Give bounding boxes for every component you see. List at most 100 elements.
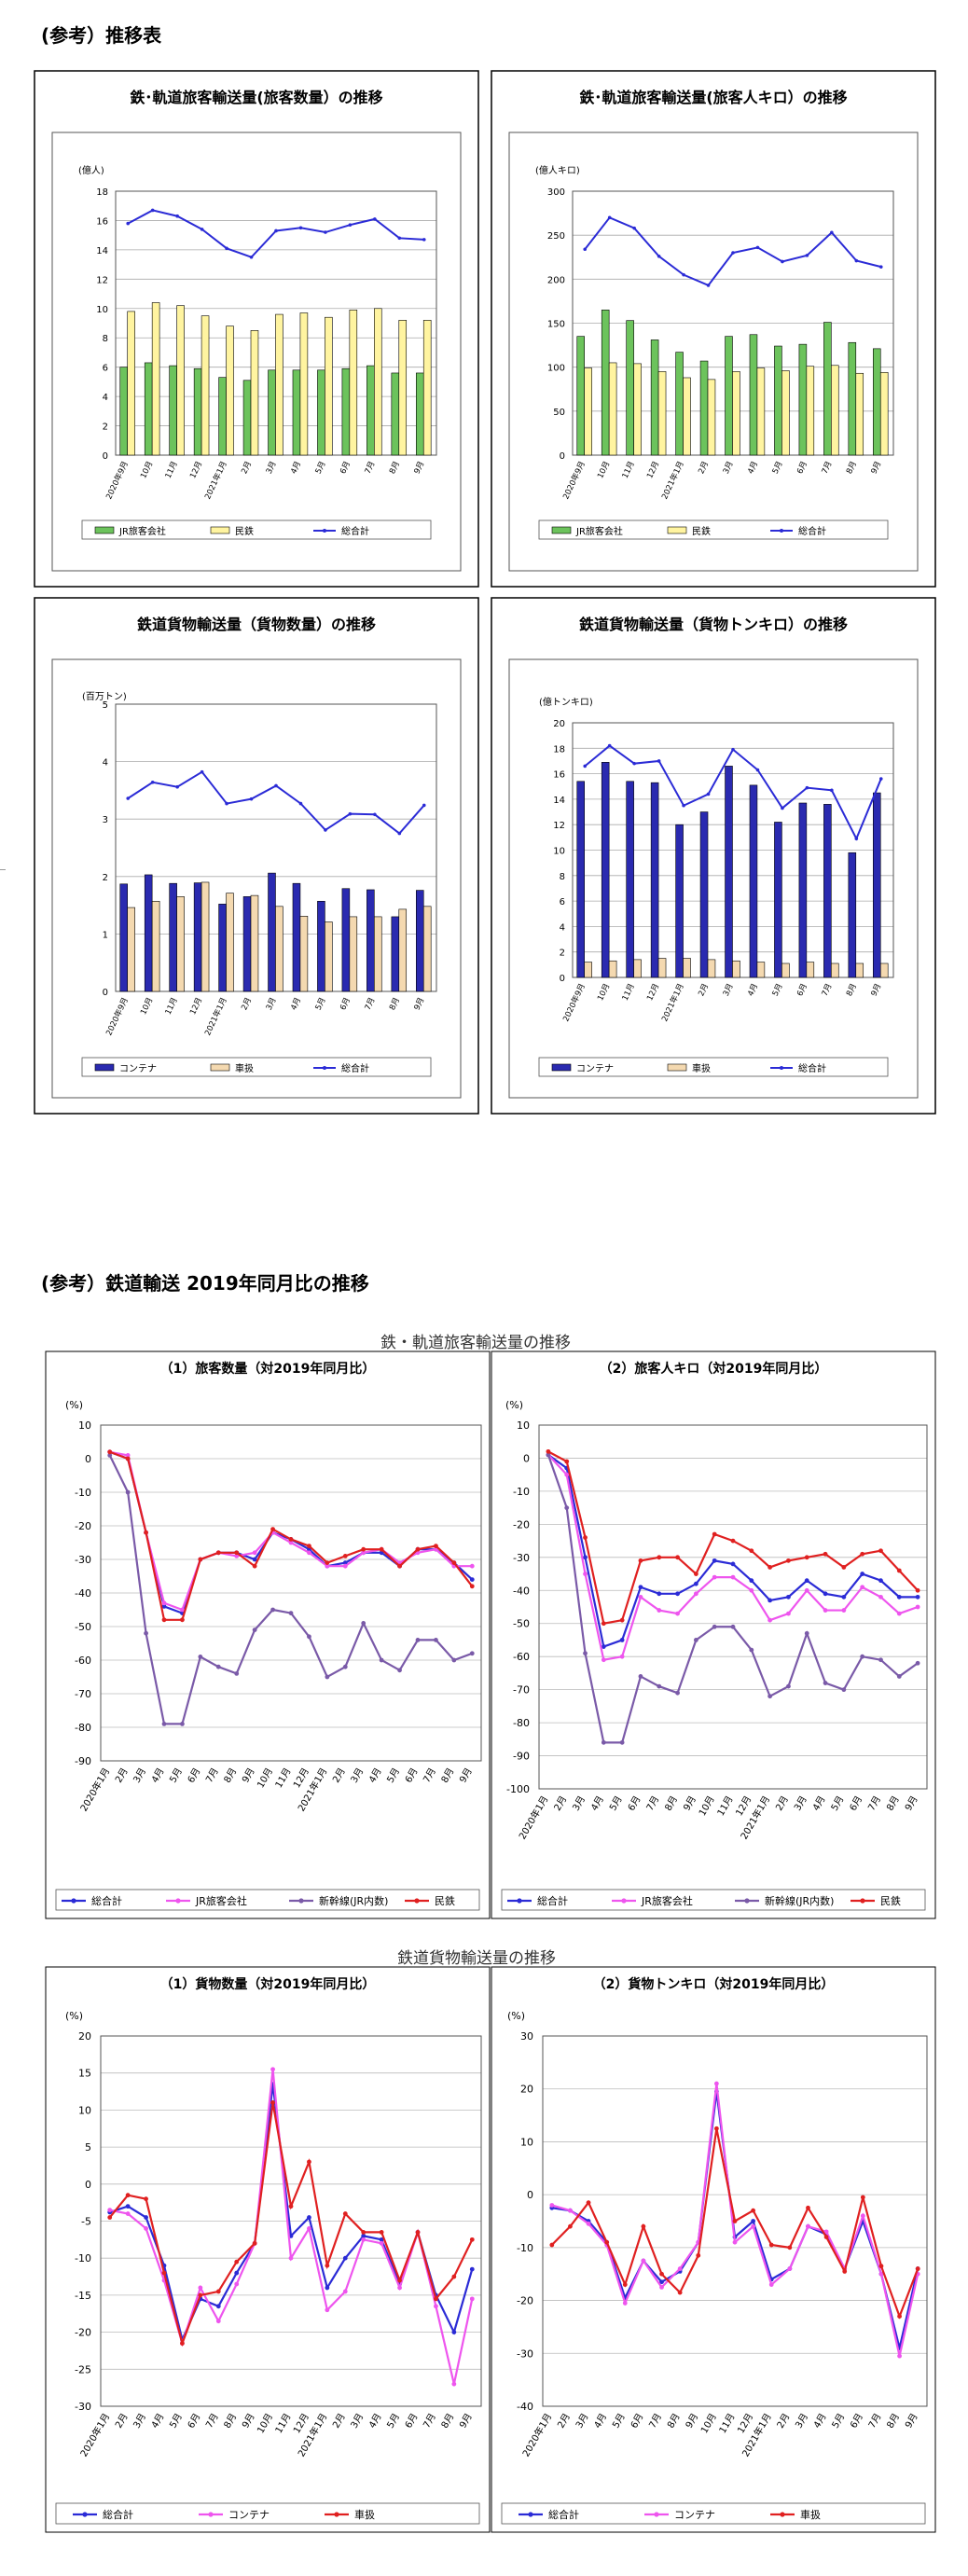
legend-label: JR旅客会社: [195, 1894, 247, 1907]
point-JR旅客会社: [619, 1654, 625, 1659]
y-tick-label: 250: [547, 231, 565, 242]
chart-freight-ton-km-yoy: （2）貨物トンキロ（対2019年同月比） (%) 30 20 10 0 -10 -20 -30 -…: [491, 1966, 936, 2533]
bar-JR旅客会社: [268, 369, 276, 456]
bar-コンテナ: [416, 890, 424, 992]
y-tick-label: -40: [75, 1587, 91, 1600]
point-総合計: [854, 837, 859, 841]
point-総合計: [298, 801, 303, 806]
point-民鉄: [693, 1572, 698, 1576]
point-総合計: [878, 777, 883, 781]
point-総合計: [373, 812, 377, 817]
point-JR旅客会社: [860, 1585, 865, 1590]
chart-frame: [491, 1350, 936, 1919]
chart-title: （1）旅客数量（対2019年同月比）: [160, 1361, 376, 1377]
legend-marker: [621, 1898, 627, 1904]
point-総合計: [126, 796, 131, 800]
point-JR旅客会社: [693, 1591, 698, 1597]
y-tick-label: 100: [547, 364, 565, 374]
point-総合計: [422, 803, 426, 808]
y-tick-label: -10: [75, 2252, 91, 2264]
legend-label: 車扱: [800, 2508, 821, 2521]
point-総合計: [342, 2255, 348, 2261]
legend-label: 総合計: [341, 525, 369, 537]
point-コンテナ: [198, 2285, 203, 2291]
point-民鉄: [860, 1551, 865, 1557]
point-総合計: [348, 223, 353, 227]
point-コンテナ: [469, 2296, 475, 2302]
point-民鉄: [619, 1617, 625, 1623]
point-コンテナ: [307, 2226, 311, 2231]
bar-民鉄: [398, 320, 408, 456]
bar-コンテナ: [601, 762, 610, 978]
point-総合計: [638, 1585, 643, 1590]
point-コンテナ: [751, 2223, 756, 2229]
point-新幹線(JR内数): [896, 1674, 902, 1679]
point-車扱: [915, 2266, 920, 2271]
legend-label: 総合計: [341, 1062, 369, 1074]
legend-box: [55, 2502, 480, 2525]
bar-コンテナ: [391, 916, 400, 992]
legend-marker: [528, 2512, 533, 2517]
point-民鉄: [180, 1617, 185, 1623]
point-総合計: [751, 2219, 756, 2223]
point-新幹線(JR内数): [107, 1453, 113, 1458]
bar-JR旅客会社: [317, 369, 325, 456]
y-tick-label: 2: [103, 873, 108, 883]
bar-車扱: [732, 960, 740, 978]
point-JR旅客会社: [325, 1563, 330, 1569]
chart-svg: 鉄･軌道旅客輸送量(旅客数量）の推移(億人)024681012141618202…: [34, 70, 479, 588]
point-コンテナ: [342, 2289, 348, 2294]
point-民鉄: [804, 1555, 809, 1560]
point-民鉄: [767, 1565, 773, 1570]
point-車扱: [622, 2282, 628, 2287]
point-民鉄: [896, 1568, 902, 1573]
y-axis-unit: (百万トン): [82, 691, 127, 702]
bar-民鉄: [657, 371, 667, 456]
point-民鉄: [657, 1555, 662, 1560]
point-総合計: [781, 806, 784, 810]
chart-frame: [45, 1966, 491, 2533]
point-民鉄: [361, 1546, 366, 1552]
bar-コンテナ: [798, 802, 808, 978]
bar-民鉄: [608, 362, 617, 456]
y-axis-unit: (億トンキロ): [539, 696, 593, 708]
y-tick-label: -10: [513, 1486, 530, 1498]
point-民鉄: [712, 1531, 717, 1537]
point-民鉄: [878, 1548, 883, 1554]
bar-コンテナ: [169, 882, 177, 992]
bar-JR旅客会社: [650, 339, 659, 456]
bar-車扱: [176, 896, 185, 992]
point-総合計: [307, 2215, 311, 2220]
point-車扱: [361, 2230, 366, 2235]
point-車扱: [144, 2196, 148, 2202]
bar-コンテナ: [268, 872, 276, 992]
point-コンテナ: [787, 2266, 793, 2271]
y-tick-label: -30: [75, 1554, 91, 1566]
y-tick-label: -25: [75, 2363, 91, 2375]
point-新幹線(JR内数): [619, 1739, 625, 1745]
point-車扱: [787, 2245, 793, 2251]
point-総合計: [915, 1594, 920, 1600]
y-tick-label: 0: [103, 451, 108, 462]
chart-svg: （1）旅客数量（対2019年同月比） (%) 10 0 -10 -20 -30 -40 -50 -…: [45, 1350, 491, 1919]
point-新幹線(JR内数): [144, 1630, 148, 1636]
point-車扱: [161, 2270, 167, 2276]
point-総合計: [878, 265, 883, 269]
point-コンテナ: [659, 2284, 664, 2290]
bar-車扱: [879, 963, 889, 978]
y-tick-label: -50: [513, 1618, 530, 1630]
legend-swatch: [210, 526, 230, 534]
chart-passenger-count: 鉄･軌道旅客輸送量(旅客数量）の推移 (億人) 0 2 4 6 8 10 12 14 16 18 202…: [34, 70, 479, 588]
point-コンテナ: [379, 2240, 384, 2246]
point-民鉄: [144, 1530, 148, 1535]
bar-民鉄: [374, 308, 382, 456]
bar-車扱: [756, 962, 766, 978]
point-車扱: [252, 2240, 257, 2246]
y-tick-label: 8: [103, 334, 108, 344]
point-新幹線(JR内数): [434, 1638, 438, 1642]
y-tick-label: 0: [85, 1453, 91, 1465]
point-JR旅客会社: [252, 1550, 257, 1556]
y-tick-label: -80: [513, 1717, 530, 1729]
chart-passenger-count-yoy: （1）旅客数量（対2019年同月比） (%) 10 0 -10 -20 -30 -40 -50 -…: [45, 1350, 491, 1919]
y-tick-label: 150: [547, 320, 565, 330]
